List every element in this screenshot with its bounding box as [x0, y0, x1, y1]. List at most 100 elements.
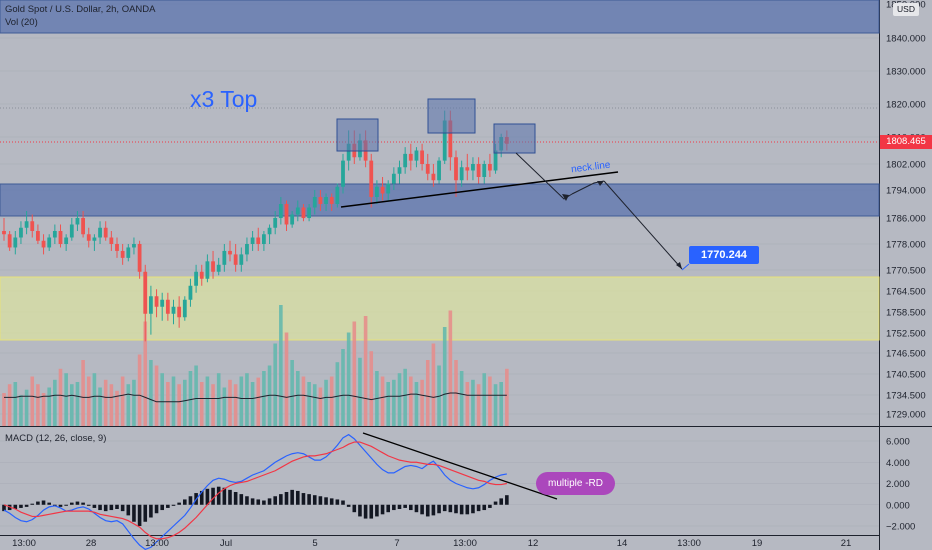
candle-body: [335, 186, 340, 204]
macd-histogram-bar: [431, 504, 436, 516]
price-axis-bg: [879, 0, 932, 550]
macd-histogram-bar: [386, 504, 390, 513]
macd-histogram-bar: [36, 501, 40, 505]
time-axis-label: 14: [617, 538, 628, 549]
macd-histogram-bar: [70, 502, 74, 505]
macd-histogram-bar: [341, 500, 345, 505]
candle-body: [408, 153, 413, 161]
projection-arrow-3: [603, 180, 683, 270]
price-axis-label: 1840.000: [886, 34, 926, 45]
volume-bar: [312, 384, 317, 426]
candle-body: [459, 167, 464, 181]
price-axis-label: 1830.000: [886, 67, 926, 78]
price-axis-label: 1752.500: [886, 329, 926, 340]
volume-bar: [103, 379, 108, 426]
macd-histogram-bar: [24, 504, 29, 507]
candle-body: [262, 234, 266, 244]
top-box-2: [427, 98, 476, 134]
candle-body: [471, 164, 475, 171]
candle-body: [13, 237, 18, 248]
candle-body: [154, 296, 159, 307]
volume-bar: [137, 354, 142, 426]
candle-body: [267, 227, 272, 235]
candle-body: [465, 167, 470, 171]
volume-bar: [86, 376, 91, 426]
candle-body: [414, 150, 419, 161]
volume-indicator-label: Vol (20): [5, 17, 38, 28]
macd-histogram-bar: [160, 504, 164, 511]
candle-body: [295, 207, 300, 215]
macd-histogram-bar: [346, 504, 351, 507]
volume-bar: [380, 376, 385, 426]
macd-histogram-bar: [86, 504, 91, 506]
macd-axis-label: 6.000: [886, 437, 910, 448]
volume-bar: [58, 368, 63, 426]
volume-bar: [92, 373, 97, 426]
price-axis-label: 1794.000: [886, 186, 926, 197]
time-axis-label: 7: [394, 538, 399, 549]
price-axis-label: 1764.500: [886, 287, 926, 298]
volume-bar: [211, 384, 215, 426]
macd-histogram-bar: [30, 503, 35, 505]
macd-histogram-bar: [109, 504, 114, 511]
macd-histogram-bar: [199, 490, 204, 505]
macd-histogram-bar: [98, 504, 102, 511]
macd-histogram-bar: [454, 504, 458, 514]
macd-histogram-bar: [171, 504, 176, 506]
volume-bar: [19, 395, 23, 426]
candle-body: [290, 214, 295, 225]
volume-bar: [290, 360, 294, 426]
candle-body: [397, 167, 402, 174]
macd-histogram-bar: [476, 504, 481, 512]
volume-bar: [488, 376, 492, 426]
candle-body: [273, 218, 278, 228]
volume-bar: [47, 387, 51, 426]
macd-histogram-bar: [301, 493, 306, 505]
candle-body: [115, 244, 119, 251]
macd-histogram-bar: [375, 504, 379, 517]
macd-histogram-bar: [19, 504, 23, 508]
candle-body: [431, 173, 436, 181]
volume-bar: [329, 376, 334, 426]
time-axis-label: 13:00: [677, 538, 701, 549]
time-axis-label: 5: [312, 538, 317, 549]
volume-bar: [420, 379, 424, 426]
price-axis-label: 1734.500: [886, 391, 926, 402]
macd-pane-bg: [0, 427, 879, 550]
volume-bar: [149, 360, 153, 426]
macd-histogram-bar: [211, 487, 215, 505]
candle-body: [30, 221, 35, 231]
macd-histogram-bar: [239, 494, 244, 505]
currency-badge[interactable]: USD: [893, 3, 919, 16]
macd-histogram-bar: [414, 504, 419, 513]
candle-body: [36, 231, 40, 241]
volume-bar: [239, 376, 244, 426]
candle-body: [205, 261, 210, 279]
top-box-1: [336, 118, 379, 152]
volume-bar: [409, 376, 413, 426]
divergence-trendline: [362, 432, 558, 500]
volume-bar: [98, 387, 102, 426]
volume-bar: [386, 382, 390, 426]
volume-bar: [431, 343, 436, 426]
volume-bar: [154, 365, 159, 426]
macd-histogram-bar: [154, 504, 159, 514]
macd-histogram-bar: [363, 504, 368, 519]
volume-bar: [256, 377, 261, 426]
volume-bar: [335, 362, 340, 426]
volume-bar: [233, 384, 238, 426]
candle-body: [482, 164, 487, 177]
last-price-label: 1808.465: [880, 135, 932, 149]
demand-zone: [0, 276, 880, 341]
candle-body: [476, 164, 481, 177]
volume-bar: [109, 384, 114, 426]
macd-histogram-bar: [312, 495, 317, 505]
macd-histogram-bar: [228, 489, 232, 505]
arrow-head: [676, 262, 682, 269]
macd-histogram-bar: [499, 498, 503, 505]
candle-body: [324, 197, 328, 204]
macd-histogram-bar: [245, 496, 249, 505]
macd-histogram-bar: [58, 504, 63, 507]
volume-bar: [403, 368, 407, 426]
